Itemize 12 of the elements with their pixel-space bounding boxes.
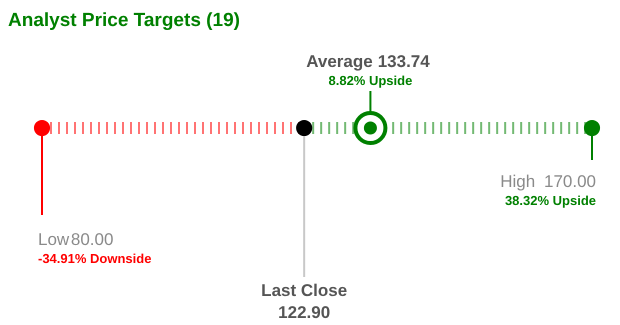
text: -34.91% Downside <box>38 251 152 266</box>
data-label: 170.00 <box>544 172 596 191</box>
text: 8.82% Upside <box>328 73 412 88</box>
category-label: Last Close <box>261 281 348 300</box>
category-label: Average <box>306 52 373 71</box>
data-label: 122.90 <box>278 303 330 322</box>
category-label: Low <box>38 230 70 249</box>
text: Analyst Price Targets (19) <box>8 10 240 31</box>
category-label: High <box>500 172 536 191</box>
data-label: 133.74 <box>378 52 430 71</box>
text: 38.32% Upside <box>504 193 596 208</box>
data-label: 80.00 <box>70 230 114 249</box>
